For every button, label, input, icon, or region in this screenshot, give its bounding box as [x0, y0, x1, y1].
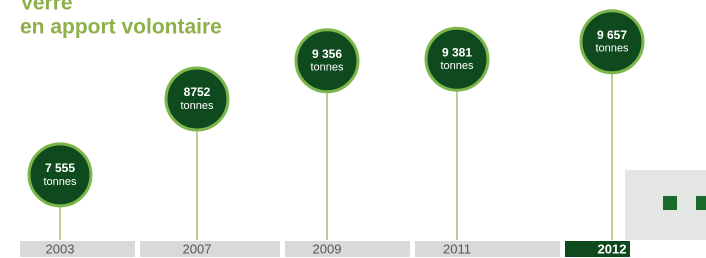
page: Verre en apport volontaire 2003 2007 2009 2…: [0, 0, 706, 258]
value-label: 9 381: [442, 45, 472, 59]
container-illustration: [625, 170, 706, 240]
value-label: 9 356: [312, 47, 342, 61]
unit-label: tonnes: [440, 60, 474, 72]
unit-label: tonnes: [595, 43, 629, 55]
chart-subtitle: en apport volontaire: [20, 16, 222, 39]
year-band: [285, 241, 410, 257]
value-label: 8752: [184, 85, 211, 99]
chart-title: Verre: [20, 0, 73, 15]
value-label: 9 657: [597, 28, 627, 42]
value-label: 7 555: [45, 161, 75, 175]
chart: Verre en apport volontaire 2003 2007 2009 2…: [0, 0, 706, 258]
x-tick-label: 2003: [46, 241, 75, 256]
x-tick-label: 2012: [598, 241, 627, 256]
x-tick-label: 2011: [443, 241, 471, 256]
unit-label: tonnes: [180, 100, 214, 112]
year-band: [415, 241, 560, 257]
container-slot: [663, 196, 677, 210]
container-slot: [696, 196, 706, 210]
unit-label: tonnes: [43, 176, 77, 188]
unit-label: tonnes: [310, 62, 344, 74]
x-tick-label: 2009: [313, 241, 342, 256]
year-band: [20, 241, 135, 257]
x-tick-label: 2007: [183, 241, 212, 256]
